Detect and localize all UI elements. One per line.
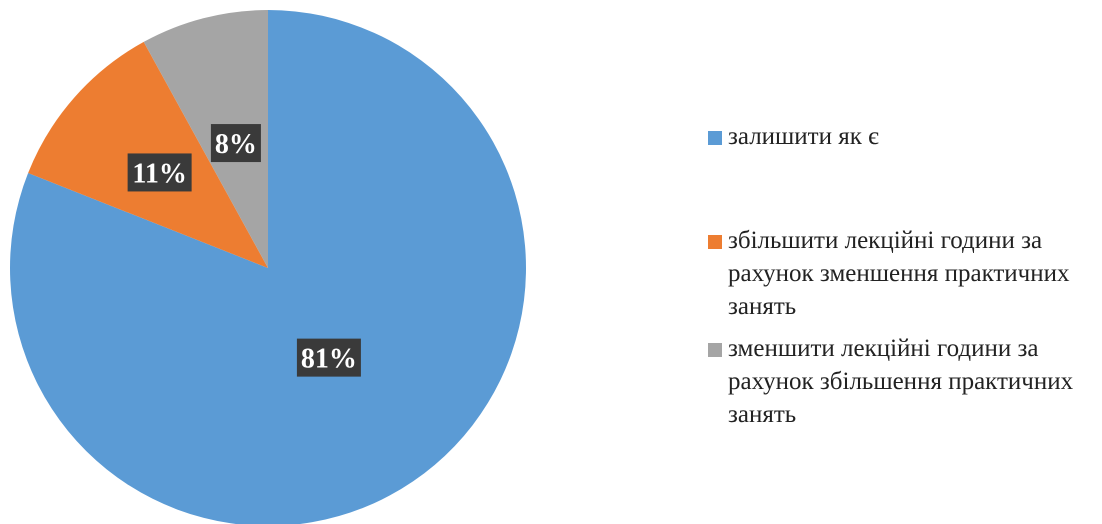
data-label: 11% (127, 153, 192, 192)
legend-swatch-orange (708, 235, 722, 249)
data-label-background (127, 153, 192, 192)
data-label: 81% (296, 338, 361, 377)
pie-slices (10, 10, 526, 524)
data-label: 8% (210, 124, 261, 163)
data-label-background (296, 338, 361, 377)
legend-label: залишити як є (728, 123, 879, 150)
legend-item-increase-lectures: збільшити лекційні години за рахунок зме… (708, 224, 1102, 323)
data-label-background (210, 124, 261, 163)
pie-slice (143, 10, 268, 268)
legend-label: зменшити лекційні години за рахунок збіл… (728, 335, 1074, 428)
data-label-text: 81% (301, 344, 357, 375)
legend-item-keep: залишити як є (708, 120, 1102, 153)
legend-swatch-blue (708, 131, 722, 145)
legend-swatch-gray (708, 343, 722, 357)
data-label-text: 8% (215, 129, 257, 160)
data-label-text: 11% (132, 158, 186, 189)
pie-slice (10, 10, 526, 524)
data-labels: 81% 11% 8% (127, 124, 361, 377)
legend-item-decrease-lectures: зменшити лекційні години за рахунок збіл… (708, 332, 1102, 431)
legend-label: збільшити лекційні години за рахунок зме… (728, 227, 1070, 320)
